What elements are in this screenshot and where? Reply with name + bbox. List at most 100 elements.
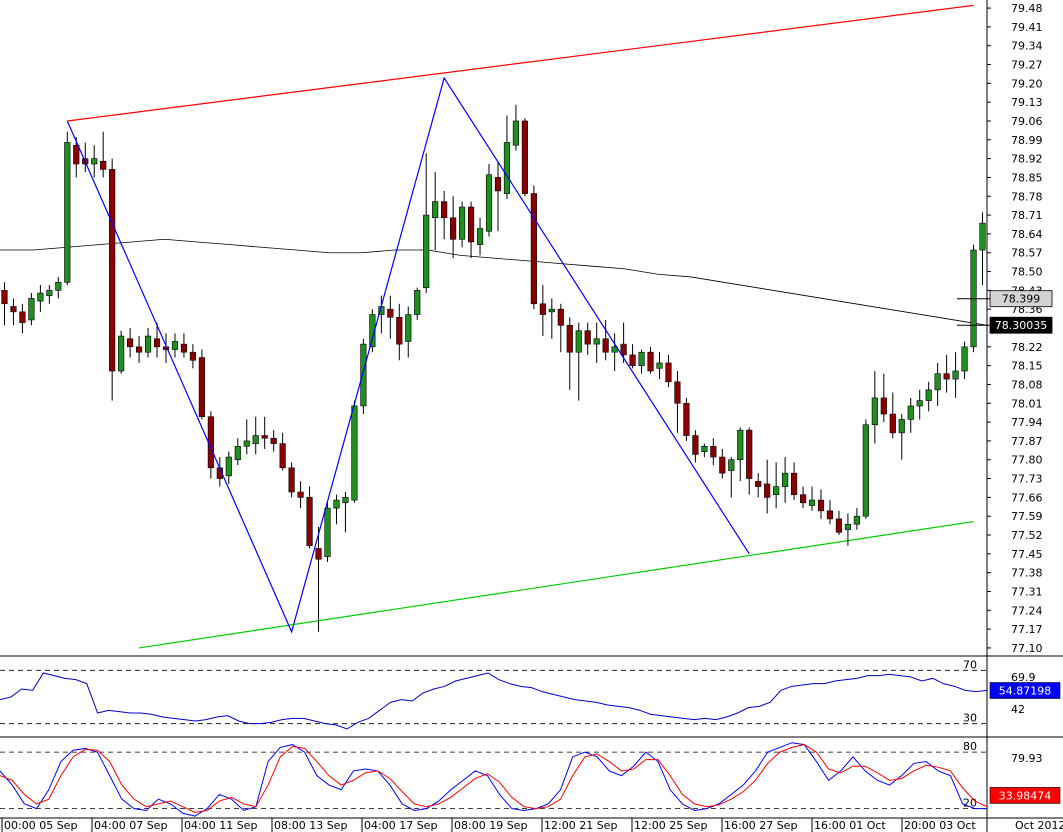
- candle: [387, 295, 394, 339]
- candle-body: [692, 435, 699, 455]
- scale-label: 69.9: [1011, 671, 1036, 684]
- price-tick-label: 78.50: [1011, 266, 1043, 279]
- candle-body: [808, 499, 816, 506]
- time-axis-label: Oct 2012: [1015, 819, 1063, 832]
- candle: [405, 306, 412, 358]
- candle-body: [414, 290, 421, 315]
- candle-body: [351, 405, 358, 501]
- value-badge-text: 33.98474: [999, 789, 1052, 802]
- candle-body: [773, 486, 780, 495]
- time-axis-label: 12:00 21 Sep: [544, 819, 617, 832]
- candle: [351, 400, 358, 503]
- level-label: 30: [963, 712, 977, 725]
- candle: [180, 333, 188, 358]
- price-tick-label: 78.15: [1011, 360, 1043, 373]
- candle-body: [252, 435, 259, 444]
- candle-body: [701, 445, 708, 452]
- candle: [656, 352, 663, 380]
- price-badge: [989, 290, 1053, 308]
- time-axis-label: 16:00 27 Sep: [724, 819, 797, 832]
- rsi-panel: 70 30 69.9 42 54.87198: [0, 658, 1063, 738]
- candle-body: [593, 338, 600, 345]
- candle-body: [746, 429, 753, 479]
- candle-body: [799, 494, 807, 504]
- time-axis-label: 08:00 19 Sep: [454, 819, 527, 832]
- candle: [961, 341, 968, 380]
- value-badge: [989, 682, 1061, 699]
- candle-body: [764, 483, 771, 498]
- candle-body: [629, 354, 636, 366]
- candle: [629, 344, 636, 369]
- price-tick-label: 79.20: [1011, 77, 1043, 90]
- candle: [414, 287, 421, 320]
- candle-body: [405, 314, 412, 342]
- upper-channel-line: [67, 4, 974, 122]
- candle-body: [844, 523, 852, 530]
- price-tick-label: 77.66: [1011, 491, 1043, 504]
- candle-body: [288, 467, 295, 493]
- candle: [261, 416, 268, 449]
- candle-body: [880, 397, 887, 415]
- price-tick-label: 78.01: [1011, 397, 1043, 410]
- candle-body: [611, 346, 618, 353]
- candle-body: [575, 330, 582, 353]
- time-axis-label: 20:00 03 Oct: [904, 819, 976, 832]
- price-tick-label: 78.78: [1011, 190, 1043, 203]
- stochastic-panel: 80 20 79.93 33.98474: [0, 740, 1063, 819]
- candle-body: [387, 308, 394, 318]
- candle-body: [521, 120, 528, 194]
- candle-body: [261, 435, 268, 439]
- candle: [952, 352, 959, 398]
- ma-badge-text: 78.30035: [995, 319, 1048, 332]
- candle: [10, 298, 17, 326]
- price-tick-label: 77.73: [1011, 473, 1043, 486]
- candle-body: [118, 335, 125, 372]
- candle: [252, 416, 259, 455]
- candle: [198, 349, 205, 420]
- candle-body: [602, 338, 609, 353]
- candle-body: [28, 298, 35, 321]
- candle: [943, 354, 950, 393]
- candle: [1, 282, 8, 326]
- candle: [342, 492, 349, 533]
- candle: [674, 371, 681, 433]
- candle: [602, 319, 609, 361]
- candle-body: [557, 308, 564, 326]
- candle-body: [171, 341, 179, 350]
- candle-body: [73, 144, 80, 165]
- price-tick-label: 78.57: [1011, 247, 1043, 260]
- candle: [871, 371, 878, 444]
- oscillator-line: [0, 742, 987, 817]
- candle-body: [961, 346, 968, 372]
- candle: [153, 322, 161, 358]
- candle-body: [37, 292, 44, 302]
- candle: [530, 185, 537, 310]
- candle: [701, 443, 708, 458]
- time-axis: 00:00 05 Sep 04:00 07 Sep 04:00 11 Sep 08:0…: [1, 818, 1063, 832]
- candle: [808, 486, 816, 511]
- candle: [279, 432, 286, 471]
- candle-body: [153, 338, 161, 348]
- candle: [396, 303, 403, 361]
- candle-body: [862, 424, 869, 517]
- candle-body: [189, 351, 196, 361]
- candle: [109, 158, 116, 401]
- candle-body: [719, 456, 726, 474]
- candle: [171, 333, 179, 358]
- price-tick-label: 78.08: [1011, 378, 1043, 391]
- candle: [467, 201, 475, 259]
- candle-body: [817, 499, 825, 512]
- candle: [512, 104, 520, 151]
- price-tick-label: 77.87: [1011, 435, 1043, 448]
- candle-body: [64, 142, 71, 283]
- candle: [450, 196, 457, 259]
- candle-body: [333, 499, 340, 509]
- price-tick-label: 77.24: [1011, 604, 1043, 617]
- candle: [100, 131, 107, 178]
- candle: [934, 362, 941, 406]
- candle-body: [710, 445, 717, 458]
- candle-body: [467, 206, 475, 243]
- time-axis-label: 16:00 01 Oct: [814, 819, 886, 832]
